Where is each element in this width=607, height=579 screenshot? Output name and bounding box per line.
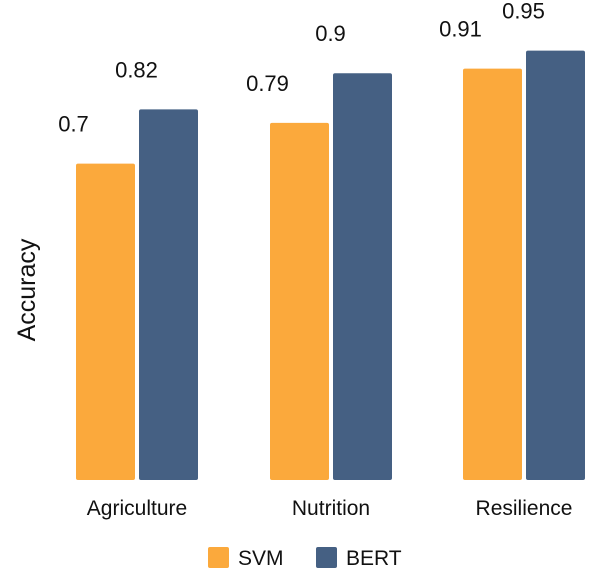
legend-swatch-svm: [208, 547, 229, 568]
bar-svm-resilience: [463, 68, 522, 481]
bars-group: [76, 50, 585, 481]
bar-svm-nutrition: [270, 122, 329, 481]
data-label-bert-resilience: 0.95: [502, 0, 545, 24]
data-label-bert-nutrition: 0.9: [315, 21, 346, 46]
legend-label-svm: SVM: [238, 547, 284, 570]
legend-label-bert: BERT: [346, 547, 402, 570]
bar-bert-resilience: [526, 50, 585, 480]
bar-svm-agriculture: [76, 163, 135, 480]
value-labels-group: 0.7 0.82 0.79 0.9 0.91 0.95: [58, 0, 545, 137]
y-axis-label: Accuracy: [13, 238, 41, 341]
data-label-svm-resilience: 0.91: [439, 17, 482, 42]
data-label-svm-agriculture: 0.7: [58, 112, 89, 137]
data-label-svm-nutrition: 0.79: [246, 71, 289, 96]
data-label-bert-agriculture: 0.82: [115, 57, 158, 82]
x-tick-labels-group: Agriculture Nutrition Resilience: [87, 497, 573, 520]
x-tick-label-resilience: Resilience: [476, 497, 573, 520]
legend: SVM BERT: [208, 547, 402, 570]
bar-bert-agriculture: [139, 109, 198, 481]
x-tick-label-agriculture: Agriculture: [87, 497, 187, 520]
x-tick-label-nutrition: Nutrition: [292, 497, 370, 520]
bar-bert-nutrition: [333, 73, 392, 480]
legend-swatch-bert: [316, 547, 337, 568]
